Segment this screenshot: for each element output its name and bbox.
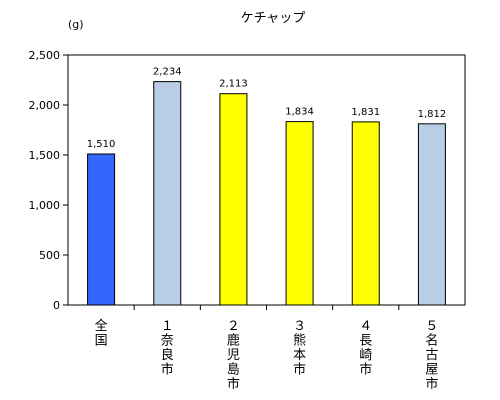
y-tick-label: 0: [53, 299, 60, 312]
y-tick-label: 500: [39, 249, 60, 262]
bar-value-label: 1,812: [418, 109, 447, 120]
plot-area: [67, 54, 466, 306]
y-tick-label: 1,500: [29, 149, 61, 162]
bar-value-label: 2,113: [219, 79, 248, 90]
bars: 1,510 2,234 2,113 1,834 1,831 1,812: [87, 67, 447, 306]
bar: [351, 121, 380, 306]
bar-value-label: 1,510: [87, 139, 116, 150]
bar-value-label: 2,234: [153, 67, 182, 78]
y-tick-label: 1,000: [29, 199, 61, 212]
y-unit-label: (g): [68, 18, 84, 31]
bar: [219, 93, 248, 306]
y-tick-label: 2,500: [29, 49, 61, 62]
bar: [285, 121, 314, 306]
bar: [153, 81, 182, 306]
chart-title: ケチャップ: [241, 11, 306, 26]
x-category-label: 全国: [95, 318, 108, 349]
bar-value-label: 1,831: [351, 107, 380, 118]
x-axis: 全国 １奈良市 ２鹿児島市 ３熊本市 ４長崎市 ５名古屋市: [95, 305, 438, 392]
x-category-label: ４長崎市: [359, 319, 372, 378]
y-tick-label: 2,000: [29, 99, 61, 112]
x-category-label: １奈良市: [161, 319, 174, 378]
bar: [417, 123, 446, 306]
x-category-label: ５名古屋市: [425, 319, 438, 392]
x-category-label: ３熊本市: [293, 319, 306, 378]
x-category-label: ２鹿児島市: [227, 319, 240, 392]
y-axis: 0 500 1,000 1,500 2,000 2,500: [29, 49, 68, 312]
bar-value-label: 1,834: [285, 107, 314, 118]
bar: [87, 153, 116, 306]
